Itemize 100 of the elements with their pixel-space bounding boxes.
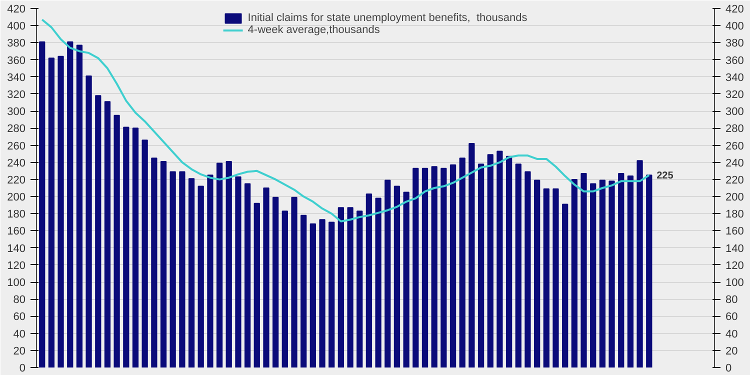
y-tick-label: 280 <box>7 123 26 136</box>
y2-tick-label: 120 <box>726 260 744 272</box>
y2-tick-label: 140 <box>726 242 744 255</box>
bar <box>543 188 550 368</box>
bar <box>76 44 83 368</box>
y2-tick-label: 60 <box>726 311 738 324</box>
bar <box>487 154 494 368</box>
y-tick-label: 320 <box>7 88 26 101</box>
y-tick-label: 0 <box>19 362 26 374</box>
bar <box>524 171 531 368</box>
bar <box>263 188 270 368</box>
y-tick-label: 360 <box>7 54 26 67</box>
bar <box>282 210 288 368</box>
bar <box>618 172 624 368</box>
bar <box>599 180 606 368</box>
bar <box>450 164 456 368</box>
y-tick-label: 340 <box>7 72 26 84</box>
y-tick-label: 60 <box>13 311 26 324</box>
bar <box>515 164 522 368</box>
bar <box>58 56 64 368</box>
y2-tick-label: 380 <box>726 38 744 50</box>
y2-tick-label: 420 <box>726 4 744 16</box>
y2-tick-label: 160 <box>726 226 744 238</box>
legend-label: Initial claims for state unemployment benefits, thousands <box>248 12 528 24</box>
y-tick-label: 380 <box>7 38 26 50</box>
y2-tick-label: 260 <box>726 140 744 152</box>
y-tick-label: 260 <box>7 140 26 152</box>
bar <box>506 156 512 368</box>
y-tick-label: 140 <box>7 242 26 255</box>
bar <box>347 207 354 368</box>
y-tick-label: 400 <box>7 20 26 33</box>
bar <box>216 162 223 368</box>
y-tick-label: 20 <box>13 345 26 358</box>
bar <box>627 176 634 368</box>
bar <box>123 126 130 368</box>
bar <box>384 180 391 368</box>
y2-tick-label: 20 <box>726 345 738 358</box>
bar <box>254 202 260 368</box>
y2-tick-label: 200 <box>726 192 744 204</box>
bar <box>636 160 643 368</box>
bar <box>310 223 316 368</box>
bar <box>207 174 214 368</box>
y2-tick-label: 300 <box>726 106 744 118</box>
text: 225 <box>656 170 674 182</box>
y-tick-label: 180 <box>7 208 26 221</box>
bar <box>478 164 484 368</box>
y-tick-label: 100 <box>7 277 26 290</box>
legend-label: 4-week average,thousands <box>248 24 380 36</box>
bar <box>151 158 158 368</box>
bar <box>590 183 596 368</box>
bar <box>170 171 176 368</box>
bar <box>646 174 652 368</box>
bar <box>272 196 279 368</box>
bar <box>459 158 466 368</box>
bar <box>580 172 587 368</box>
y-tick-label: 80 <box>13 294 26 306</box>
bar <box>291 196 298 368</box>
y-tick-label: 200 <box>7 192 26 204</box>
y2-tick-label: 360 <box>726 54 744 67</box>
bar <box>188 178 195 368</box>
y-tick-label: 220 <box>7 174 26 186</box>
bar <box>244 183 251 368</box>
bar <box>552 188 559 368</box>
y2-tick-label: 280 <box>726 123 744 136</box>
bar <box>114 114 120 368</box>
bar <box>67 41 74 368</box>
y2-tick-label: 0 <box>726 362 732 374</box>
y2-tick-label: 180 <box>726 208 744 221</box>
y2-tick-label: 240 <box>726 157 744 170</box>
bar <box>403 192 410 368</box>
bar <box>562 204 568 368</box>
y2-tick-label: 220 <box>726 174 744 186</box>
y-tick-label: 160 <box>7 226 26 238</box>
bar <box>48 58 55 368</box>
bar <box>235 176 242 368</box>
bar <box>328 222 335 368</box>
bar <box>394 186 400 368</box>
bar <box>412 168 419 368</box>
bar <box>366 193 372 368</box>
y-tick-label: 120 <box>7 260 26 272</box>
y-tick-label: 300 <box>7 106 26 118</box>
bar <box>226 161 232 368</box>
y-tick-label: 240 <box>7 157 26 170</box>
bar <box>198 186 204 368</box>
y2-tick-label: 80 <box>726 294 738 306</box>
bar <box>468 143 475 368</box>
bar <box>319 219 326 368</box>
bar <box>534 180 540 368</box>
bar <box>422 168 428 368</box>
bar <box>356 210 363 368</box>
bar <box>104 101 111 368</box>
y-tick-label: 40 <box>13 328 26 340</box>
bar <box>440 168 447 368</box>
y2-tick-label: 100 <box>726 277 744 290</box>
bar <box>160 161 167 368</box>
y2-tick-label: 40 <box>726 328 738 340</box>
bar <box>86 76 92 368</box>
bar <box>431 166 438 368</box>
y2-tick-label: 400 <box>726 20 744 33</box>
bar <box>95 95 102 368</box>
